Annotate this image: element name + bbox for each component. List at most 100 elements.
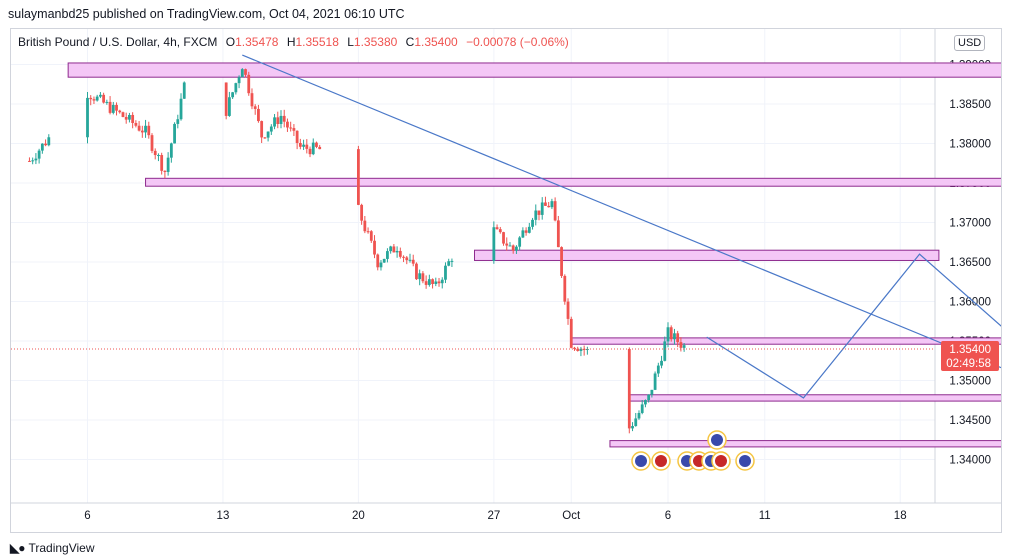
- candle-body: [376, 254, 380, 268]
- candle-body: [157, 155, 160, 157]
- candle-body: [173, 123, 176, 144]
- candle-body: [676, 333, 680, 343]
- candle-body: [524, 230, 528, 233]
- candle-body: [360, 204, 364, 221]
- candle-body: [527, 226, 531, 233]
- x-tick-label: Oct: [562, 510, 581, 522]
- candle-body: [398, 250, 402, 257]
- candle-body: [434, 281, 438, 285]
- chart-frame[interactable]: 1.390001.385001.380001.375001.370001.365…: [10, 28, 1002, 533]
- y-tick-label: 1.36000: [949, 297, 991, 309]
- candle-body: [308, 148, 312, 155]
- candle-body: [95, 96, 99, 101]
- candle-body: [502, 232, 505, 244]
- candle-body: [495, 227, 499, 230]
- candle-body: [224, 82, 228, 116]
- candle-body: [566, 301, 570, 319]
- candle-body: [179, 98, 183, 120]
- currency-button[interactable]: USD: [954, 35, 986, 51]
- candle-body: [382, 258, 386, 263]
- footer: ◣● TradingView: [10, 541, 95, 555]
- open-value: 1.35478: [235, 35, 279, 49]
- candle-body: [31, 160, 35, 162]
- high-value: 1.35518: [295, 35, 339, 49]
- last-price-tag: [941, 340, 999, 371]
- candle-body: [28, 160, 31, 162]
- candle-body: [137, 125, 141, 131]
- support-resistance-zone: [145, 177, 1001, 187]
- close-label: C: [405, 35, 415, 49]
- y-tick-label: 1.35000: [949, 376, 991, 388]
- projection-path: [706, 253, 1001, 399]
- candle-body: [121, 112, 125, 117]
- candle-body: [269, 126, 273, 132]
- candle-body: [627, 349, 631, 429]
- candle-body: [563, 275, 567, 302]
- candle-body: [108, 101, 112, 113]
- candle-body: [411, 259, 415, 264]
- candle-body: [44, 143, 47, 146]
- price-chart[interactable]: 1.390001.385001.380001.375001.370001.365…: [11, 29, 1001, 532]
- candle-body: [547, 205, 551, 208]
- candle-body: [273, 117, 276, 127]
- y-tick-label: 1.34000: [949, 455, 991, 467]
- candle-body: [392, 246, 396, 253]
- candle-body: [163, 170, 167, 172]
- candle-body: [257, 108, 260, 122]
- candle-body: [240, 69, 244, 78]
- candle-body: [289, 127, 293, 129]
- candle-body: [650, 389, 654, 395]
- candle-body: [298, 142, 302, 147]
- candle-body: [492, 227, 496, 261]
- flag-center-icon: [715, 455, 727, 467]
- flag-center-icon: [635, 455, 647, 467]
- candle-body: [176, 119, 180, 124]
- candle-body: [640, 404, 644, 413]
- flag-center-icon: [739, 455, 751, 467]
- brand-label[interactable]: TradingView: [28, 541, 95, 555]
- candle-body: [444, 265, 447, 280]
- candle-body: [292, 128, 296, 131]
- candle-body: [140, 130, 144, 133]
- candle-body: [153, 150, 157, 156]
- candle-body: [37, 150, 41, 159]
- candle-body: [395, 250, 399, 253]
- candle-body: [631, 426, 634, 429]
- candle-body: [644, 400, 647, 405]
- candle-body: [386, 251, 389, 259]
- candle-body: [286, 121, 289, 128]
- change-value: −0.00078 (−0.06%): [466, 35, 569, 49]
- low-value: 1.35380: [353, 35, 398, 49]
- candle-body: [427, 279, 431, 285]
- candle-body: [679, 342, 683, 348]
- candle-body: [669, 327, 673, 340]
- candle-body: [560, 247, 563, 276]
- candle-body: [550, 201, 554, 208]
- candle-body: [540, 202, 544, 215]
- flag-center-icon: [711, 434, 723, 446]
- candle-body: [508, 245, 512, 247]
- candle-body: [515, 246, 518, 251]
- candle-body: [357, 149, 360, 205]
- x-tick-label: 20: [352, 510, 365, 522]
- countdown-label: 02:49:58: [946, 358, 991, 370]
- symbol-title: British Pound / U.S. Dollar, 4h, FXCM: [18, 35, 218, 49]
- candle-body: [302, 144, 305, 147]
- candle-body: [231, 92, 235, 98]
- candle-body: [450, 260, 454, 262]
- x-tick-label: 27: [487, 510, 500, 522]
- candle-body: [295, 130, 299, 143]
- support-resistance-zone: [67, 62, 1001, 78]
- candle-body: [131, 114, 135, 123]
- candle-body: [424, 281, 428, 285]
- candle-body: [47, 137, 51, 146]
- candle-body: [369, 231, 373, 241]
- candle-body: [505, 243, 509, 246]
- high-label: H: [286, 35, 296, 49]
- candle-body: [34, 158, 38, 161]
- candle-body: [663, 341, 667, 361]
- candle-body: [431, 279, 434, 285]
- candle-body: [237, 77, 241, 84]
- candle-body: [250, 93, 254, 107]
- candle-body: [379, 262, 383, 268]
